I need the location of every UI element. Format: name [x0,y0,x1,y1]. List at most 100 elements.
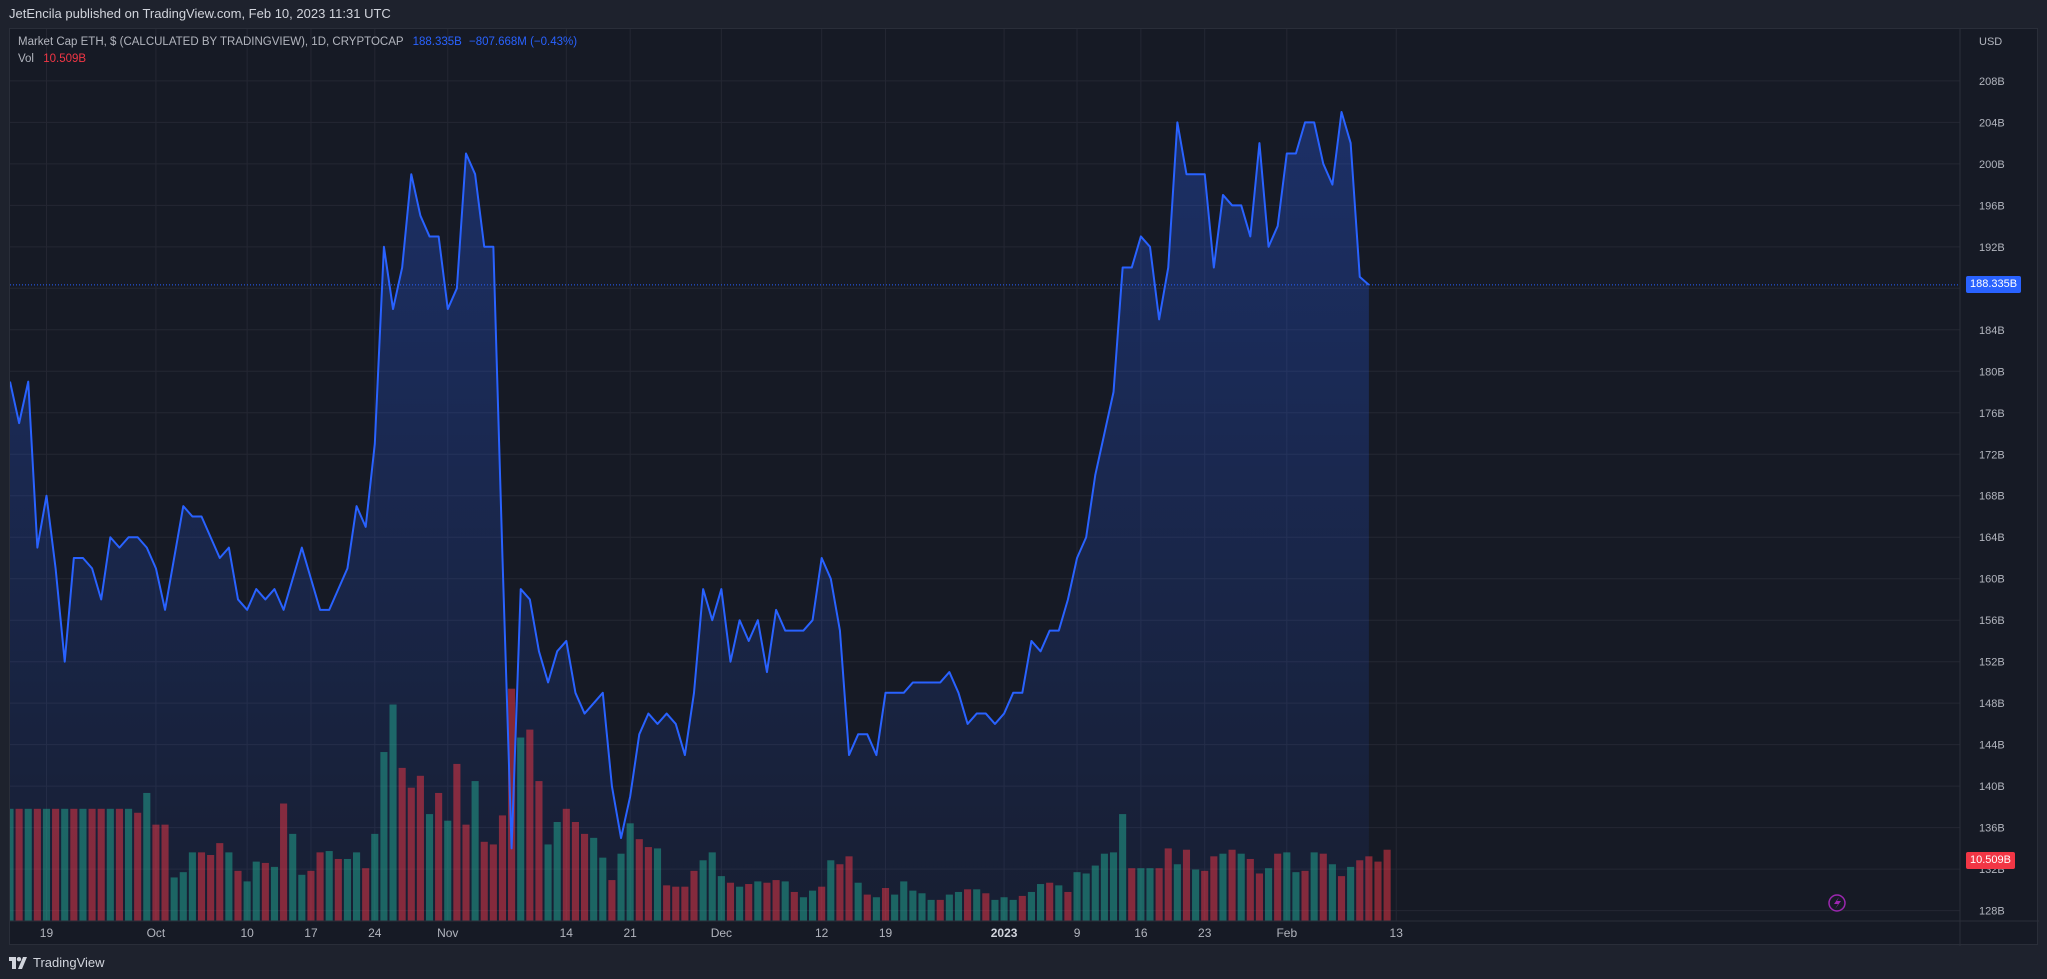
volume-bar [863,894,871,921]
volume-bar [1137,868,1145,921]
volume-bar [179,872,187,921]
price-tick-label: 144B [1979,740,2005,752]
volume-bar [1347,866,1355,921]
volume-bar [1246,858,1254,921]
volume-bar [435,792,443,921]
volume-bar [1310,852,1318,921]
price-tick-label: 192B [1979,242,2005,254]
legend-symbol-row[interactable]: Market Cap ETH, $ (CALCULATED BY TRADING… [18,34,577,51]
volume-bar [115,808,123,921]
volume-bar [681,886,689,921]
volume-bar [736,886,744,921]
volume-bar [188,852,196,921]
volume-bar [316,852,324,921]
volume-bar [152,824,160,921]
volume-bar [97,808,105,921]
volume-bar [754,881,762,921]
volume-bar [927,899,935,921]
volume-bar [398,767,406,921]
volume-bar [270,866,279,921]
volume-bar [216,843,224,921]
volume-bar [1082,873,1090,921]
time-tick-label: 12 [815,926,829,940]
volume-bar [1365,856,1373,921]
volume-bar [663,885,671,921]
price-tick-label: 164B [1979,532,2005,544]
price-tick-label: 136B [1979,823,2005,835]
tradingview-logo-icon [9,956,27,969]
chart-area[interactable]: 208B204B200B196B192B188B184B180B176B172B… [9,28,2039,946]
volume-bar [389,704,397,921]
volume-bar [964,889,972,921]
price-area-fill [10,111,1369,922]
price-axis-labels: 208B204B200B196B192B188B184B180B176B172B… [1979,76,2005,918]
footer: TradingView [0,945,2047,979]
volume-bar [881,888,890,921]
volume-bar [380,752,388,921]
volume-bar [1192,869,1200,921]
volume-bar [827,860,835,921]
legend-symbol: Market Cap ETH, $ (CALCULATED BY TRADING… [18,36,404,48]
volume-bar [918,893,926,921]
volume-bar [307,870,315,921]
legend-volume-value: 10.509B [43,53,87,65]
volume-bar [891,894,899,921]
price-tick-label: 160B [1979,574,2005,586]
volume-bar [362,868,370,921]
brand-logo[interactable]: TradingView [9,955,105,970]
volume-bar [353,852,361,921]
volume-bar [708,852,716,921]
volume-bar [10,808,14,921]
volume-bar [1109,852,1118,921]
time-tick-label: Nov [437,926,458,940]
price-tick-label: 176B [1979,408,2005,420]
time-tick-label: 23 [1198,926,1212,940]
chart-canvas[interactable]: 208B204B200B196B192B188B184B180B176B172B… [10,29,2039,946]
volume-bar [15,808,23,921]
brand-name: TradingView [33,955,105,970]
price-tick-label: 156B [1979,615,2005,627]
volume-bar [690,870,698,921]
lightning-icon[interactable] [1828,894,1846,912]
price-tick-label: 200B [1979,159,2005,171]
volume-bar [371,833,379,921]
time-tick-label: Feb [1276,926,1297,940]
volume-bar [836,864,844,921]
volume-bar [644,847,652,921]
volume-bar [1027,891,1035,921]
volume-bar [1064,891,1072,921]
volume-bar [1210,856,1218,921]
legend-last-price: 188.335B [412,36,462,48]
volume-bar [1265,868,1273,921]
price-tick-label: 168B [1979,491,2005,503]
volume-bar [1073,872,1081,921]
volume-bar [280,803,288,921]
time-tick-label: 24 [368,926,382,940]
volume-bar [462,824,470,921]
time-tick-label: 19 [40,926,54,940]
volume-bar [526,729,534,921]
volume-bar [480,841,488,921]
volume-bar [590,837,598,921]
volume-bar [197,852,206,921]
volume-bar [581,833,589,921]
last-price-badge: 188.335B [1966,275,2022,293]
volume-bar [544,844,552,921]
price-tick-label: 184B [1979,325,2005,337]
volume-bars [10,688,1391,921]
volume-bar [562,808,570,921]
volume-bar [1173,864,1181,921]
price-area [10,111,1369,922]
volume-bar [909,890,917,921]
volume-bar [24,808,32,921]
volume-bar [553,822,561,921]
volume-bar [343,858,351,921]
volume-bar [945,894,953,921]
volume-bar [1128,868,1136,921]
time-tick-label: 2023 [991,926,1018,940]
legend-volume-row[interactable]: Vol 10.509B [18,51,577,68]
volume-bar [243,881,251,921]
volume-bar [1374,861,1382,921]
price-tick-label: 172B [1979,449,2005,461]
volume-bar [444,820,452,921]
